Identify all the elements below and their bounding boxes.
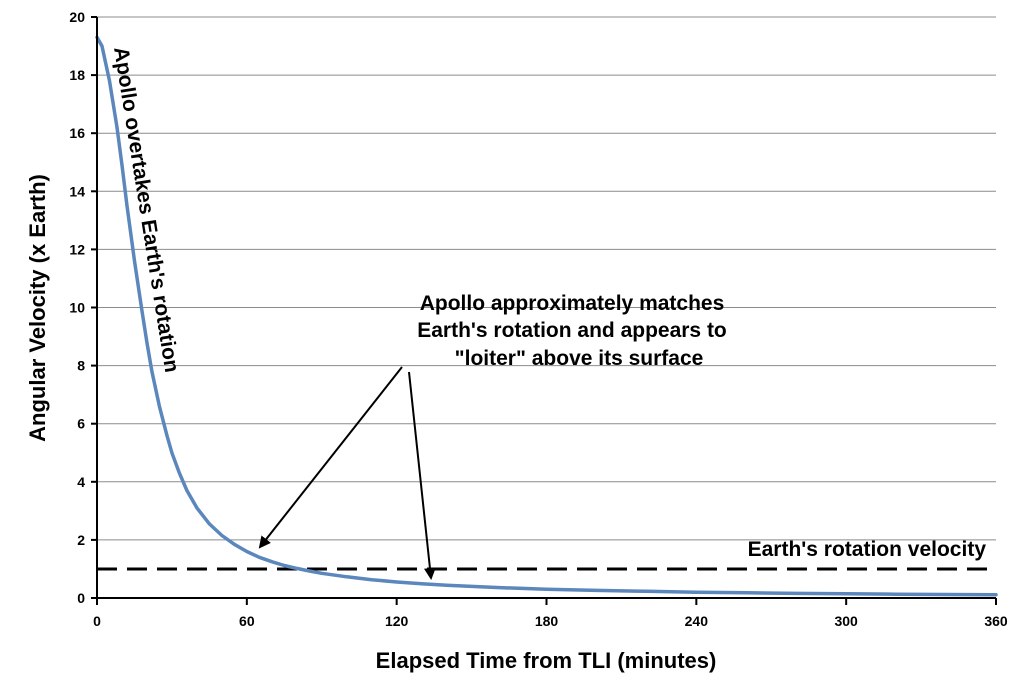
y-tick-label: 18	[69, 67, 85, 83]
y-tick-label: 4	[77, 474, 85, 490]
y-tick-label: 8	[77, 358, 85, 374]
y-tick-label: 0	[77, 590, 85, 606]
y-tick-labels: 0 2 4 6 8 10 12 14 16 18 20	[69, 9, 97, 606]
gridlines	[97, 16, 996, 541]
annotation-loiter-line-2: Earth's rotation and appears to	[417, 319, 727, 342]
x-tick-label: 0	[93, 613, 101, 629]
y-tick-label: 16	[69, 125, 85, 141]
annotation-arrow-left	[258, 366, 403, 549]
y-tick-label: 6	[77, 416, 85, 432]
x-tick-label: 240	[685, 613, 709, 629]
y-axis-title: Angular Velocity (x Earth)	[25, 174, 50, 442]
x-tick-label: 300	[834, 613, 858, 629]
y-tick-label: 10	[69, 300, 85, 316]
y-tick-label: 14	[69, 183, 85, 199]
annotation-overtake: Apollo overtakes Earth's rotation	[109, 45, 183, 374]
annotation-loiter-line-3: "loiter" above its surface	[455, 347, 704, 370]
series-line-angular-velocity	[95, 35, 998, 597]
y-tick-label: 12	[69, 241, 85, 257]
x-tick-label: 120	[385, 613, 409, 629]
x-tick-label: 180	[535, 613, 559, 629]
x-axis-title: Elapsed Time from TLI (minutes)	[376, 648, 717, 673]
x-tick-label: 360	[984, 613, 1008, 629]
y-tick-label: 20	[69, 9, 85, 25]
y-tick-label: 2	[77, 532, 85, 548]
annotation-loiter-line-1: Apollo approximately matches	[420, 292, 725, 315]
x-tick-labels: 0 60 120 180 240 300 360	[93, 598, 1008, 629]
x-tick-label: 60	[239, 613, 255, 629]
reference-line-label: Earth's rotation velocity	[748, 538, 987, 561]
annotation-arrow-right	[408, 371, 436, 580]
